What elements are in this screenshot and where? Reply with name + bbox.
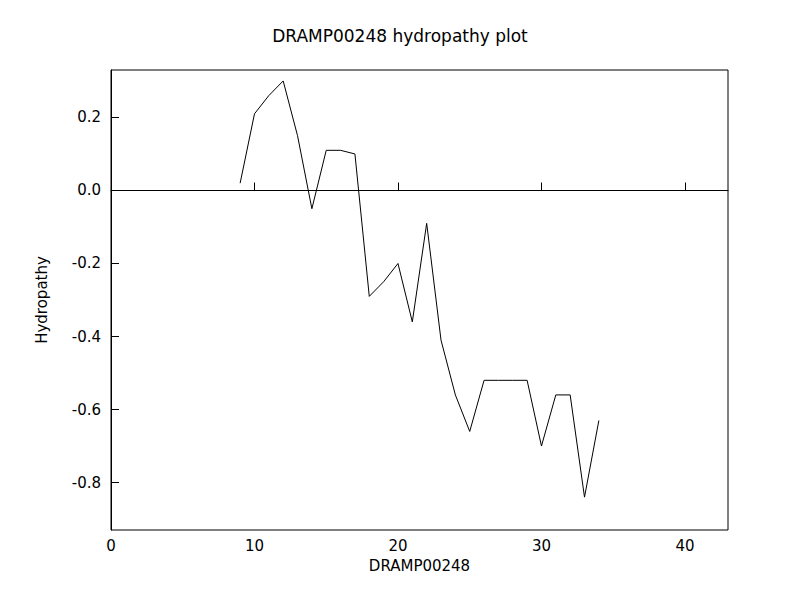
- svg-text:Hydropathy: Hydropathy: [33, 256, 51, 344]
- svg-text:20: 20: [388, 537, 407, 555]
- svg-text:40: 40: [675, 537, 694, 555]
- svg-text:DRAMP00248: DRAMP00248: [369, 557, 470, 575]
- svg-text:-0.4: -0.4: [72, 328, 101, 346]
- svg-text:0.2: 0.2: [77, 108, 101, 126]
- svg-text:-0.2: -0.2: [72, 254, 101, 272]
- svg-text:10: 10: [245, 537, 264, 555]
- svg-text:0: 0: [106, 537, 116, 555]
- svg-text:30: 30: [532, 537, 551, 555]
- svg-text:-0.8: -0.8: [72, 474, 101, 492]
- svg-text:0.0: 0.0: [77, 181, 101, 199]
- svg-text:DRAMP00248 hydropathy plot: DRAMP00248 hydropathy plot: [272, 26, 528, 46]
- svg-text:-0.6: -0.6: [72, 401, 101, 419]
